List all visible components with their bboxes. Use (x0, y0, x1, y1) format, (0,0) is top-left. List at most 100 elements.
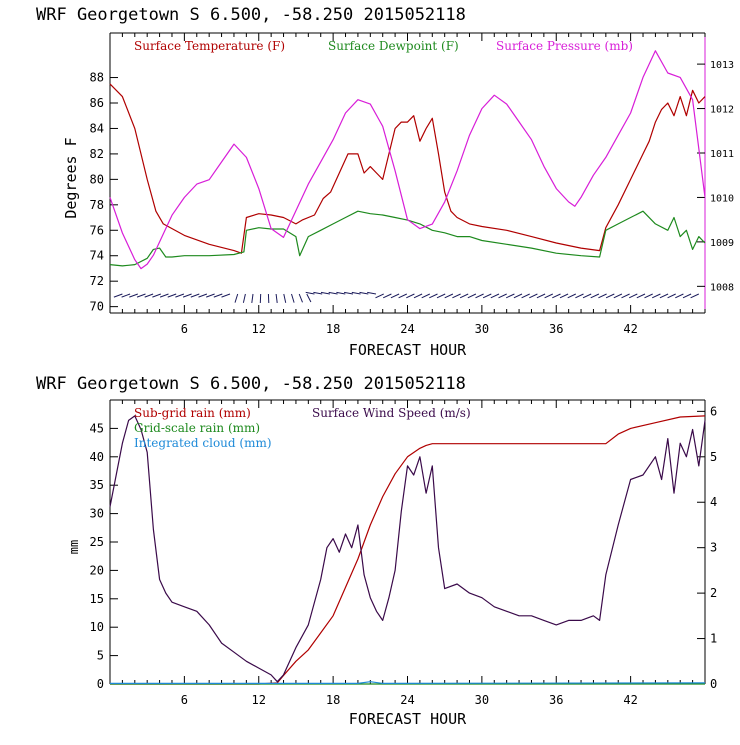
panel1-ytick-label: 78 (90, 198, 104, 212)
panel2-ytick-label: 45 (90, 421, 104, 435)
panel1-xtick-label: 36 (549, 322, 563, 336)
wind-barb (575, 294, 583, 298)
wind-barb (537, 294, 545, 298)
wind-barb (637, 294, 645, 298)
panel1-xtick-label: 12 (252, 322, 266, 336)
panel1-xtick-label: 42 (623, 322, 637, 336)
panel2-ytick-label: 10 (90, 620, 104, 634)
wind-barb (329, 292, 338, 294)
wind-barb (222, 294, 231, 297)
wind-barb (545, 294, 553, 298)
wind-barb (114, 294, 123, 297)
panel2-ytick-label: 35 (90, 478, 104, 492)
wind-barb (276, 294, 277, 303)
wind-barb (614, 294, 622, 298)
wind-barb (299, 294, 302, 302)
wind-barb (675, 294, 683, 298)
wind-barb (691, 294, 699, 298)
wind-barb (122, 294, 131, 297)
panel2-legend-entry: Integrated cloud (mm) (134, 436, 272, 450)
wind-barb (629, 294, 637, 298)
panel2-xtick-label: 24 (400, 693, 414, 707)
panel1-y2tick-label: 1013 (710, 60, 734, 71)
panel2-legend-entry: Sub-grid rain (mm) (134, 406, 251, 420)
wind-barb (214, 294, 223, 297)
panel2-chart: WRF Georgetown S 6.500, -58.250 20150521… (36, 374, 717, 728)
wind-barb (606, 294, 614, 298)
wind-barb (284, 294, 286, 303)
panel1-ylabel: Degrees F (62, 137, 80, 218)
wind-barb (468, 294, 476, 298)
wind-barb (191, 294, 200, 297)
wind-barb (668, 294, 676, 298)
wind-barb (313, 292, 322, 294)
wind-barb (336, 292, 345, 294)
wind-barb (476, 294, 484, 298)
wind-barb (483, 294, 491, 298)
panel2-xtick-label: 18 (326, 693, 340, 707)
panel2-xlabel: FORECAST HOUR (349, 710, 467, 728)
wind-barb (137, 294, 146, 297)
panel1-xtick-label: 18 (326, 322, 340, 336)
panel1-y2tick-label: 1012 (710, 105, 734, 116)
wind-barb (591, 294, 599, 298)
wind-barb (129, 294, 138, 297)
wind-barb (499, 294, 507, 298)
panel1-xtick-label: 6 (181, 322, 188, 336)
wind-barb (199, 294, 207, 297)
panel2-y2tick-label: 6 (710, 404, 717, 418)
panel1-ytick-label: 86 (90, 96, 104, 110)
wind-barb (306, 292, 315, 294)
wind-barb (152, 294, 160, 297)
panel1-title: WRF Georgetown S 6.500, -58.250 20150521… (36, 5, 466, 25)
wind-barb (652, 294, 660, 298)
panel2-y2tick-label: 2 (710, 586, 717, 600)
wind-barb (344, 292, 353, 294)
panel1-xtick-label: 24 (400, 322, 414, 336)
panel1-xtick-label: 30 (475, 322, 489, 336)
wind-barb (583, 294, 591, 298)
wind-barb (168, 294, 177, 297)
panel1-y2tick-label: 1010 (710, 193, 734, 204)
wind-barb (292, 294, 295, 303)
wind-barb (422, 294, 430, 298)
panel1-y2tick-label: 1011 (710, 149, 734, 160)
panel2-ytick-label: 40 (90, 450, 104, 464)
wind-barb (160, 294, 168, 297)
wind-barb (445, 294, 453, 298)
wind-barb (243, 294, 245, 303)
panel2-series-4-line (110, 416, 705, 682)
panel2-ytick-label: 0 (97, 677, 104, 691)
wind-barb (252, 294, 253, 303)
wind-barb (645, 294, 653, 298)
wind-barb (235, 294, 238, 303)
panel2-xtick-label: 42 (623, 693, 637, 707)
wind-barb (568, 294, 576, 298)
wind-barb (175, 294, 184, 297)
panel2-series-1-line (110, 416, 705, 684)
panel2-ytick-label: 30 (90, 507, 104, 521)
panel1-xlabel: FORECAST HOUR (349, 341, 467, 359)
wind-barb (622, 294, 630, 298)
wind-barb (522, 294, 530, 298)
wind-barb (145, 294, 153, 297)
wind-barb (683, 294, 691, 298)
panel2-ytick-label: 15 (90, 592, 104, 606)
wind-barb (376, 294, 384, 298)
panel1-legend-entry: Surface Dewpoint (F) (328, 39, 459, 53)
wind-barb (506, 294, 514, 298)
wind-barb (360, 292, 369, 294)
panel2-ytick-label: 20 (90, 563, 104, 577)
panel2-xtick-label: 6 (181, 693, 188, 707)
wind-barb (206, 294, 214, 297)
wind-barb (391, 294, 399, 298)
wind-barb (660, 294, 668, 298)
wind-barb (529, 294, 537, 298)
wind-barb (406, 294, 414, 298)
panel1-ytick-label: 88 (90, 71, 104, 85)
wind-barb (452, 294, 460, 298)
panel1-legend-entry: Surface Pressure (mb) (496, 39, 633, 53)
wind-barb (552, 294, 560, 298)
wind-barb (307, 294, 311, 302)
